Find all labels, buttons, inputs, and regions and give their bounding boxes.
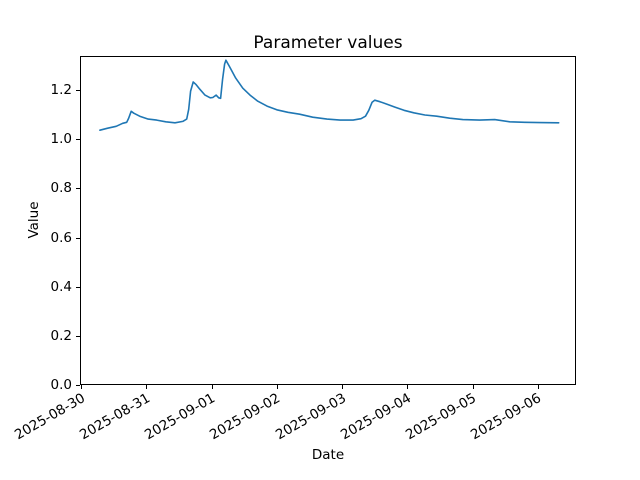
y-tick-label: 1.0	[50, 131, 72, 148]
x-tick-mark	[342, 385, 343, 389]
x-tick-mark	[81, 385, 82, 389]
y-tick-mark	[76, 188, 80, 190]
y-tick-label: 1.2	[50, 82, 72, 99]
x-tick-mark	[537, 385, 539, 389]
x-axis-label: Date	[311, 447, 345, 463]
x-tick-label: 2025-09-04	[337, 390, 414, 444]
y-tick-label: 0.2	[50, 327, 72, 344]
y-tick-label: 0.0	[50, 377, 72, 393]
x-tick-label: 2025-09-05	[403, 390, 480, 444]
x-tick-mark	[276, 385, 278, 389]
y-tick-mark	[76, 90, 80, 92]
x-tick-label: 2025-09-06	[468, 390, 545, 444]
x-tick-label: 2025-09-02	[207, 390, 284, 444]
x-tick-label: 2025-09-01	[142, 390, 218, 444]
y-tick-label: 0.8	[50, 180, 72, 197]
axes-frame	[80, 56, 576, 385]
chart-title: Parameter values	[253, 33, 403, 53]
y-tick-label: 0.6	[50, 229, 72, 246]
y-tick-mark	[76, 335, 80, 337]
y-axis-label: Value	[26, 201, 42, 239]
y-tick-mark	[76, 237, 80, 239]
x-tick-label: 2025-08-30	[11, 390, 88, 444]
x-tick-label: 2025-08-31	[76, 390, 153, 444]
y-tick-mark	[76, 139, 80, 141]
y-tick-mark	[76, 286, 80, 288]
x-tick-mark	[211, 385, 213, 389]
x-tick-mark	[146, 385, 148, 389]
y-tick-mark	[76, 385, 80, 386]
series-line	[99, 59, 560, 131]
plot-area	[99, 59, 560, 131]
x-tick-label: 2025-09-03	[272, 390, 349, 444]
y-tick-label: 0.4	[50, 278, 72, 295]
x-tick-mark	[407, 385, 409, 389]
x-tick-mark	[472, 385, 474, 389]
